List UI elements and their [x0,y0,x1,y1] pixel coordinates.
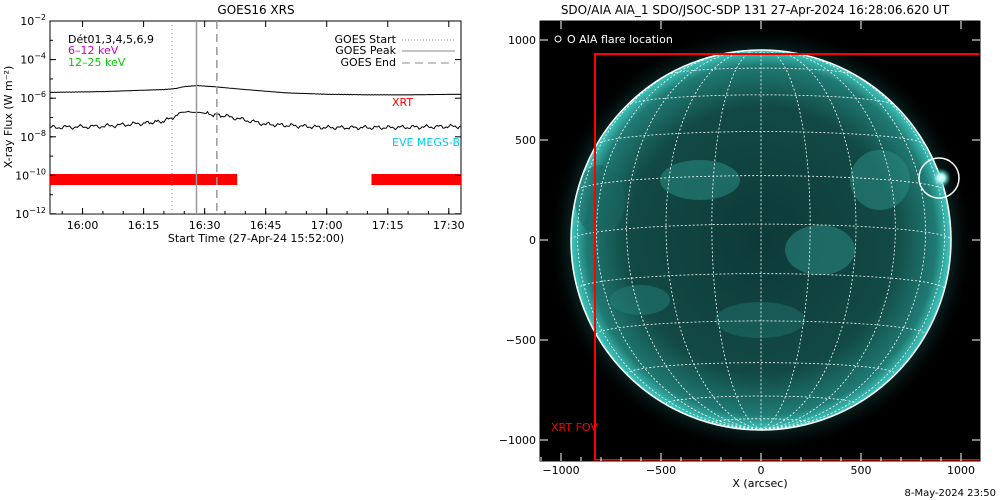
grid-latitude-line [667,67,855,76]
goes-y-tick-label: 10−6 [20,90,46,105]
aia-y-tick-label: −1000 [499,434,536,447]
xrt-coverage-bars [50,174,461,185]
aia-x-axis-label: X (arcsec) [732,477,787,490]
goes-series-1 [50,110,461,131]
grid-latitude-line [711,418,811,424]
goes-axis-ticks [50,20,461,215]
legend-6-12kev: 6–12 keV [68,44,119,57]
aia-image-frame [539,20,981,462]
goes-y-tick-labels: 10−2 10−4 10−6 10−8 10−10 10−12 [15,13,46,221]
flare-glow [931,168,951,188]
grid-latitude-line [626,362,896,375]
goes-y-tick-label: 10−8 [20,129,46,144]
goes-x-tick-label: 16:00 [67,219,99,232]
legend-goes-end: GOES End [340,56,396,69]
aia-x-tick-label: −500 [646,464,676,477]
aia-x-tick-label: 1000 [947,464,975,477]
grid-longitude-line [577,58,762,430]
eve-annotation: EVE MEGS-B [392,136,460,149]
grid-longitude-line [760,50,811,430]
grid-longitude-line [760,52,926,430]
goes-y-tick-label: 10−4 [20,52,46,67]
aia-y-tick-label: 1000 [508,34,536,47]
goes-x-tick-label: 17:00 [311,219,343,232]
grid-longitude-line [626,50,762,430]
goes-x-tick-label: 17:15 [372,219,404,232]
goes-x-tick-label: 16:15 [128,219,160,232]
xrt-bar-1 [371,174,461,185]
aia-x-tick-label: −1000 [542,464,579,477]
aia-y-tick-labels: 1000 500 0 −500 −1000 [499,34,536,447]
grid-longitude-line [596,52,762,430]
xrt-annotation: XRT [392,96,413,109]
goes-series-0 [50,84,461,96]
goes-x-tick-label: 16:45 [250,219,282,232]
goes-y-axis-label: X-ray Flux (W m⁻²) [2,66,15,168]
grid-longitude-line [760,50,896,430]
aia-x-tick-label: 0 [758,464,765,477]
aia-x-tick-labels: −1000 −500 0 500 1000 [542,464,975,477]
goes-x-tick-label: 17:30 [433,219,465,232]
goes-chart-title: GOES16 XRS [217,3,294,17]
goes-y-tick-label: 10−2 [20,13,46,28]
legend-goes-start: GOES Start [335,33,397,46]
legend-flare-icon [554,35,562,43]
sun-limb [570,49,952,431]
goes-x-tick-labels: 16:00 16:15 16:30 16:45 17:00 17:15 17:30 [67,219,465,232]
goes-x-tick-label: 16:30 [189,219,221,232]
goes-y-tick-label: 10−10 [15,167,46,182]
flare-location-marker [918,157,960,199]
aia-y-tick-label: 500 [515,134,536,147]
goes-y-tick-label: 10−12 [15,206,46,221]
xrt-bar-0 [50,174,238,185]
aia-legend: O AIA flare location [567,33,673,46]
grid-longitude-line [760,50,857,430]
legend-12-25kev: 12–25 keV [68,56,126,69]
aia-x-tick-label: 500 [851,464,872,477]
legend-goes-peak: GOES Peak [335,44,396,57]
sun-texture [575,150,910,338]
footer-date: 8-May-2024 23:50 [904,488,996,499]
aia-axis-ticks [540,21,980,461]
grid-longitude-line [711,50,762,430]
aia-y-tick-label: −500 [506,334,536,347]
xrt-fov-box [594,53,980,461]
goes-series [50,84,461,214]
grid-latitude-line [596,320,926,335]
goes-x-axis-label: Start Time (27-Apr-24 15:52:00) [168,232,344,245]
legend-detectors: Dét01,3,4,5,6,9 [68,33,154,46]
xrt-fov-label: XRT FOV [551,421,598,434]
goes-event-lines [171,21,218,214]
aia-chart-title: SDO/AIA AIA_1 SDO/JSOC-SDP 131 27-Apr-20… [561,3,950,17]
grid-longitude-line [760,58,945,430]
grid-longitude-line [665,50,762,430]
aia-y-tick-label: 0 [529,234,536,247]
